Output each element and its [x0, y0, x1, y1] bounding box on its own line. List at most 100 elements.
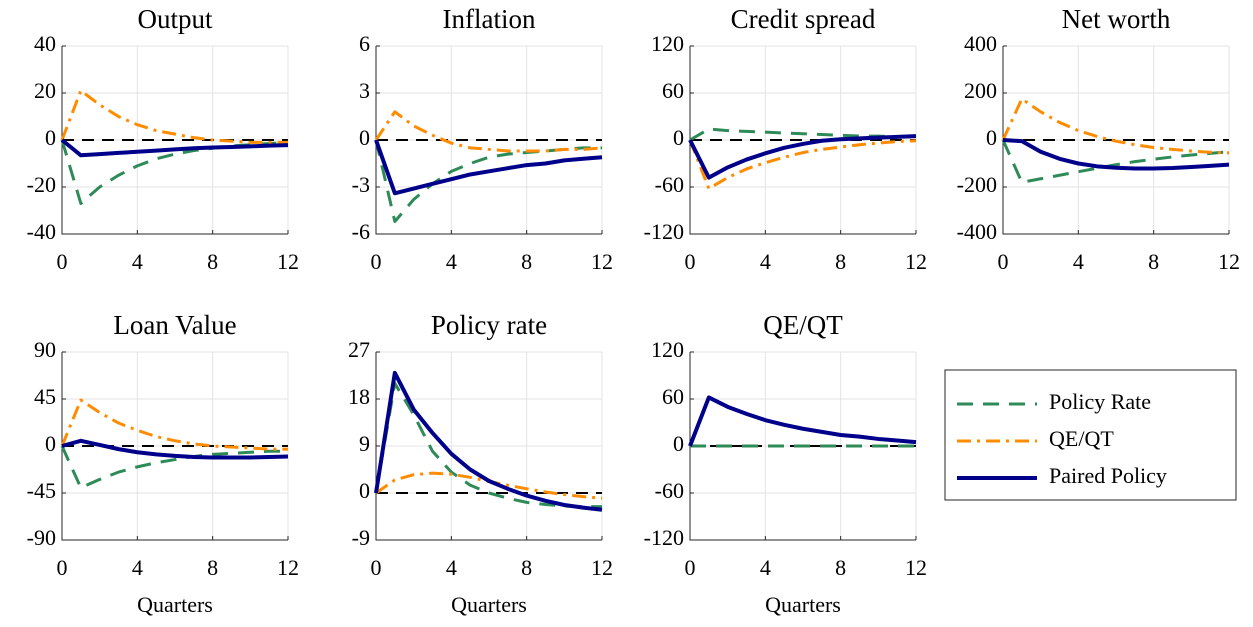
x-tick-label: 4 — [446, 249, 457, 274]
axes-frame — [689, 46, 916, 235]
series-line — [1001, 97, 1230, 155]
panel-title: Loan Value — [113, 310, 236, 340]
legend-label: Policy Rate — [1049, 389, 1151, 414]
x-tick-label: 0 — [998, 249, 1009, 274]
y-tick-label: 90 — [34, 337, 56, 362]
y-tick-label: 45 — [34, 384, 56, 409]
legend-label: Paired Policy — [1049, 463, 1167, 488]
y-tick-label: 9 — [359, 431, 370, 456]
y-tick-label: 0 — [673, 125, 684, 150]
x-axis-label: Quarters — [137, 592, 213, 617]
x-tick-label: 8 — [521, 249, 532, 274]
y-tick-label: 0 — [986, 125, 997, 150]
series-line — [60, 138, 289, 158]
axes-frame — [375, 352, 602, 541]
panel-title: Policy rate — [431, 310, 547, 340]
axes-frame — [1002, 46, 1229, 235]
y-tick-label: 20 — [34, 78, 56, 103]
series-line — [688, 139, 917, 191]
axes-frame — [375, 46, 602, 235]
series-line — [60, 89, 288, 144]
x-tick-label: 0 — [371, 555, 382, 580]
y-tick-label: 3 — [359, 78, 370, 103]
panel-title: Credit spread — [731, 4, 876, 34]
x-tick-label: 12 — [905, 249, 927, 274]
axes-frame — [61, 352, 288, 541]
y-tick-label: 120 — [651, 31, 684, 56]
x-tick-label: 12 — [277, 249, 299, 274]
x-tick-label: 12 — [1218, 249, 1240, 274]
y-tick-label: -40 — [27, 219, 56, 244]
series-line — [374, 370, 603, 512]
x-tick-label: 0 — [685, 249, 696, 274]
y-tick-label: 400 — [964, 31, 997, 56]
y-tick-label: 0 — [359, 125, 370, 150]
series-line — [374, 110, 603, 153]
y-tick-label: -9 — [352, 525, 370, 550]
y-tick-label: -6 — [352, 219, 370, 244]
panel-title: QE/QT — [763, 310, 843, 340]
x-tick-label: 12 — [277, 555, 299, 580]
axes-frame — [689, 352, 916, 541]
series-line — [688, 395, 917, 447]
x-tick-label: 4 — [132, 249, 143, 274]
series-line — [60, 398, 288, 451]
series-line — [374, 381, 602, 509]
x-tick-label: 8 — [835, 249, 846, 274]
series-line — [374, 139, 602, 223]
y-tick-label: 200 — [964, 78, 997, 103]
y-tick-label: -400 — [957, 219, 997, 244]
x-tick-label: 0 — [685, 555, 696, 580]
y-tick-label: 0 — [673, 431, 684, 456]
series-line — [1001, 139, 1230, 184]
y-tick-label: 27 — [348, 337, 370, 362]
x-tick-label: 4 — [132, 555, 143, 580]
panel-title: Net worth — [1062, 4, 1171, 34]
series-line — [374, 139, 603, 196]
y-tick-label: -200 — [957, 172, 997, 197]
x-tick-label: 8 — [521, 555, 532, 580]
x-tick-label: 4 — [446, 555, 457, 580]
y-tick-label: 120 — [651, 337, 684, 362]
panel-title: Inflation — [443, 4, 536, 34]
y-tick-label: -20 — [27, 172, 56, 197]
y-tick-label: 40 — [34, 31, 56, 56]
x-tick-label: 4 — [760, 555, 771, 580]
y-tick-label: 60 — [662, 78, 684, 103]
y-tick-label: -45 — [27, 478, 56, 503]
x-tick-label: 8 — [1148, 249, 1159, 274]
x-tick-label: 0 — [57, 249, 68, 274]
y-tick-label: 6 — [359, 31, 370, 56]
y-tick-label: -120 — [644, 525, 684, 550]
y-tick-label: -60 — [655, 172, 684, 197]
y-tick-label: 60 — [662, 384, 684, 409]
x-tick-label: 12 — [591, 555, 613, 580]
y-tick-label: -60 — [655, 478, 684, 503]
x-tick-label: 8 — [207, 249, 218, 274]
x-axis-label: Quarters — [765, 592, 841, 617]
x-tick-label: 8 — [835, 555, 846, 580]
panel-title: Output — [137, 4, 213, 34]
x-tick-label: 8 — [207, 555, 218, 580]
x-tick-label: 4 — [760, 249, 771, 274]
series-line — [1002, 138, 1230, 171]
series-line — [688, 134, 917, 180]
y-tick-label: 0 — [359, 478, 370, 503]
axes-frame — [61, 46, 288, 235]
x-tick-label: 12 — [591, 249, 613, 274]
series-line — [61, 438, 289, 460]
x-tick-label: 0 — [371, 249, 382, 274]
x-tick-label: 0 — [57, 555, 68, 580]
x-tick-label: 4 — [1073, 249, 1084, 274]
y-tick-label: -120 — [644, 219, 684, 244]
series-line — [60, 445, 288, 490]
y-tick-label: 18 — [348, 384, 370, 409]
x-axis-label: Quarters — [451, 592, 527, 617]
y-tick-label: -90 — [27, 525, 56, 550]
y-tick-label: 0 — [45, 125, 56, 150]
y-tick-label: 0 — [45, 431, 56, 456]
x-tick-label: 12 — [905, 555, 927, 580]
legend-label: QE/QT — [1049, 426, 1114, 451]
y-tick-label: -3 — [352, 172, 370, 197]
